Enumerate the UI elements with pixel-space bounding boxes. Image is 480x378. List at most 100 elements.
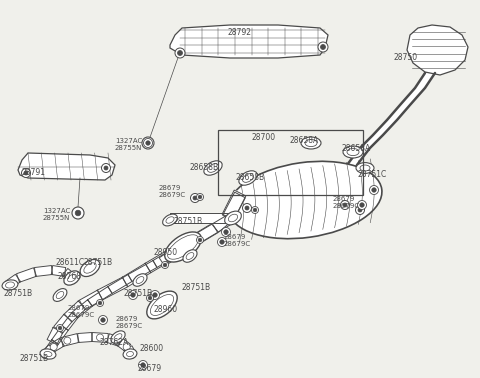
Polygon shape xyxy=(88,287,112,306)
Text: 28679C: 28679C xyxy=(68,312,95,318)
Circle shape xyxy=(144,138,153,147)
Polygon shape xyxy=(54,314,72,333)
Circle shape xyxy=(178,51,182,56)
Polygon shape xyxy=(108,274,132,293)
Ellipse shape xyxy=(111,331,125,343)
Circle shape xyxy=(220,240,224,244)
Text: 28611C: 28611C xyxy=(55,258,84,267)
Ellipse shape xyxy=(40,349,56,359)
Circle shape xyxy=(360,203,364,207)
Circle shape xyxy=(224,230,228,234)
Polygon shape xyxy=(61,334,79,346)
Polygon shape xyxy=(117,338,131,352)
Polygon shape xyxy=(52,326,68,344)
Ellipse shape xyxy=(301,137,321,149)
Ellipse shape xyxy=(2,280,18,290)
Text: 28751B: 28751B xyxy=(182,283,211,292)
Circle shape xyxy=(146,294,154,302)
Text: 28751B: 28751B xyxy=(4,289,33,298)
Ellipse shape xyxy=(356,163,374,174)
Polygon shape xyxy=(18,153,115,180)
Polygon shape xyxy=(122,263,151,287)
Ellipse shape xyxy=(163,214,178,226)
Polygon shape xyxy=(107,334,121,346)
Polygon shape xyxy=(188,214,235,247)
Text: 28658A: 28658A xyxy=(290,136,319,145)
Ellipse shape xyxy=(64,271,80,285)
Circle shape xyxy=(193,196,197,200)
Text: 28751C: 28751C xyxy=(358,170,387,179)
Text: 28750: 28750 xyxy=(393,53,417,62)
Ellipse shape xyxy=(114,334,122,340)
Ellipse shape xyxy=(347,149,359,156)
Text: 28658A: 28658A xyxy=(342,144,371,153)
Circle shape xyxy=(75,210,81,216)
Ellipse shape xyxy=(127,352,133,356)
Polygon shape xyxy=(79,290,103,310)
Circle shape xyxy=(356,206,364,214)
Text: 28700: 28700 xyxy=(252,133,276,142)
Text: 28679: 28679 xyxy=(68,305,90,311)
Circle shape xyxy=(101,318,105,322)
Circle shape xyxy=(129,352,135,358)
Polygon shape xyxy=(72,300,93,318)
Circle shape xyxy=(64,337,71,344)
Text: 1327AC: 1327AC xyxy=(115,138,142,144)
Text: 28658B: 28658B xyxy=(236,173,265,182)
Circle shape xyxy=(22,169,31,178)
Ellipse shape xyxy=(239,171,257,185)
Circle shape xyxy=(142,137,154,149)
Circle shape xyxy=(151,291,159,299)
Ellipse shape xyxy=(44,352,52,356)
Circle shape xyxy=(57,324,63,332)
Polygon shape xyxy=(51,266,66,276)
Polygon shape xyxy=(5,274,21,289)
Ellipse shape xyxy=(133,274,147,286)
Circle shape xyxy=(123,344,130,350)
Circle shape xyxy=(101,164,110,172)
Polygon shape xyxy=(35,265,52,276)
Text: 28600: 28600 xyxy=(140,344,164,353)
Circle shape xyxy=(175,48,185,58)
Circle shape xyxy=(24,171,28,175)
Polygon shape xyxy=(78,333,92,342)
Text: 28679C: 28679C xyxy=(333,203,360,209)
Text: 28679: 28679 xyxy=(116,316,138,322)
Circle shape xyxy=(141,363,145,367)
Ellipse shape xyxy=(168,235,198,259)
Circle shape xyxy=(146,141,150,145)
Polygon shape xyxy=(124,346,136,357)
Text: 28791: 28791 xyxy=(22,168,46,177)
Circle shape xyxy=(104,166,108,170)
Polygon shape xyxy=(97,277,128,300)
Polygon shape xyxy=(50,338,64,352)
Circle shape xyxy=(145,140,151,146)
Polygon shape xyxy=(192,223,218,245)
Text: 28950: 28950 xyxy=(153,248,177,257)
Circle shape xyxy=(252,206,259,214)
Text: 28658B: 28658B xyxy=(190,163,219,172)
Ellipse shape xyxy=(204,161,222,175)
Circle shape xyxy=(96,299,104,307)
Circle shape xyxy=(253,208,257,212)
Text: 28751B: 28751B xyxy=(174,217,203,226)
Circle shape xyxy=(41,352,48,358)
Polygon shape xyxy=(64,301,86,322)
Text: 28755N: 28755N xyxy=(43,215,71,221)
Circle shape xyxy=(98,301,102,305)
Text: 28679: 28679 xyxy=(224,234,246,240)
Polygon shape xyxy=(16,268,36,282)
Text: 28679: 28679 xyxy=(159,185,181,191)
Polygon shape xyxy=(212,214,230,232)
Polygon shape xyxy=(407,25,468,75)
Circle shape xyxy=(318,42,328,52)
Circle shape xyxy=(370,186,379,195)
Bar xyxy=(218,130,363,195)
Polygon shape xyxy=(92,333,108,342)
Ellipse shape xyxy=(166,217,174,223)
Circle shape xyxy=(245,206,249,210)
Circle shape xyxy=(58,326,62,330)
Text: 28679: 28679 xyxy=(138,364,162,373)
Ellipse shape xyxy=(228,161,382,239)
Circle shape xyxy=(217,237,227,246)
